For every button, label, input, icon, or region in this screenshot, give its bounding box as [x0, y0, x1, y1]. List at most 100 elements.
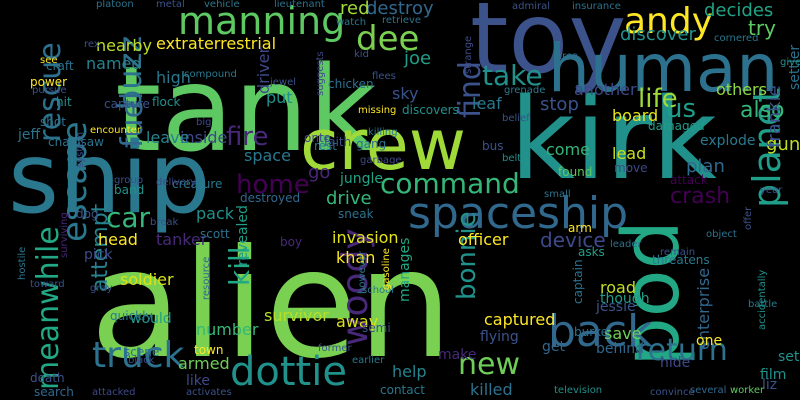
word-decides: decides	[704, 0, 774, 21]
word-battle: battle	[748, 299, 778, 310]
word-armed: armed	[178, 354, 230, 373]
word-human: human	[548, 30, 779, 107]
word-jeff: jeff	[18, 127, 41, 143]
word-search: search	[34, 385, 74, 399]
word-khan: khan	[336, 248, 376, 267]
word-inside: inside	[180, 128, 228, 147]
word-red: red	[340, 0, 370, 19]
word-manages: manages	[397, 237, 413, 302]
word-tank: tank	[115, 40, 377, 178]
word-boy: boy	[280, 235, 303, 249]
word-home: home	[236, 170, 310, 200]
word-toward: toward	[30, 279, 65, 290]
word-toy: toy	[470, 0, 627, 96]
word-leader: leader	[610, 239, 642, 250]
word-compound: compound	[184, 69, 237, 80]
word-school: school	[362, 285, 395, 296]
word-killed: killed	[470, 380, 513, 399]
word-help: help	[392, 362, 427, 381]
word-killing: killing	[368, 127, 398, 138]
word-vehicle: vehicle	[204, 0, 240, 10]
word-admiral: admiral	[512, 1, 551, 12]
word-invasion: invasion	[332, 228, 399, 247]
word-resource: resource	[201, 256, 212, 300]
word-flock: flock	[152, 95, 181, 109]
word-belt: belt	[502, 153, 522, 164]
word-sky: sky	[392, 84, 419, 103]
word-save: save	[604, 324, 642, 343]
word-contact: contact	[380, 383, 425, 397]
word-tanker: tanker	[156, 230, 208, 249]
word-threatens: threatens	[652, 253, 710, 267]
word-officer: officer	[458, 230, 509, 249]
word-break: break	[150, 217, 179, 228]
word-arm: arm	[568, 221, 592, 235]
word-nearby: nearby	[96, 36, 152, 55]
word-make: make	[438, 347, 477, 363]
word-leaf: leaf	[472, 94, 502, 113]
word-manning: manning	[178, 0, 346, 43]
word-dottie: dottie	[230, 349, 347, 395]
word-also: also	[740, 98, 785, 123]
word-discovers: discovers	[402, 103, 459, 117]
word-take: take	[482, 59, 543, 92]
word-lead: lead	[612, 144, 647, 163]
word-activates: activates	[186, 387, 232, 398]
word-found: found	[558, 165, 593, 179]
word-explode: explode	[700, 133, 756, 149]
word-pick: pick	[84, 247, 113, 263]
word-us: us	[666, 94, 697, 124]
word-former: former	[318, 343, 352, 354]
word-surviving: surviving	[59, 212, 70, 258]
word-jungle: jungle	[340, 171, 384, 187]
word-road: road	[600, 278, 636, 297]
word-life: life	[638, 84, 678, 114]
word-attack: attack	[670, 173, 708, 187]
word-new: new	[458, 347, 521, 382]
word-away: away	[336, 312, 379, 331]
word-spaceship: spaceship	[408, 188, 629, 239]
word-car: car	[106, 201, 151, 234]
word-strange: strange	[463, 35, 474, 74]
word-head: head	[98, 230, 138, 249]
word-earlier: earlier	[352, 355, 385, 366]
word-destroyed: destroyed	[240, 191, 301, 205]
word-bonnie: bonnie	[452, 211, 482, 300]
word-encounter: encounter	[90, 125, 141, 136]
word-destroy: destroy	[366, 0, 434, 19]
word-film: film	[760, 367, 787, 383]
word-leave: leave	[146, 128, 190, 147]
word-band: band	[114, 183, 145, 197]
word-shot: shot	[40, 115, 66, 129]
word-ship: ship	[8, 122, 211, 236]
word-belief: belief	[502, 113, 530, 124]
word-onto: onto	[304, 131, 331, 145]
word-go: go	[308, 162, 331, 183]
word-see: see	[40, 55, 58, 66]
word-damaged: damaged	[648, 119, 705, 133]
word-year: year	[760, 185, 783, 196]
word-device: device	[540, 228, 606, 252]
word-rex: rex	[84, 39, 100, 50]
word-high: high	[156, 68, 191, 87]
word-extraterrestrial: extraterrestrial	[156, 34, 277, 53]
word-hostile: hostile	[17, 246, 28, 280]
word-fire: fire	[226, 122, 269, 152]
word-though: though	[600, 291, 650, 307]
word-discover: discover	[620, 24, 696, 45]
word-convince: convince	[650, 387, 695, 398]
word-quickly: quickly	[110, 309, 153, 323]
word-behind: behind	[596, 341, 645, 357]
word-jewel: jewel	[270, 77, 297, 88]
word-television: television	[554, 385, 603, 396]
word-captain: captain	[571, 259, 585, 304]
word-another: another	[574, 80, 637, 99]
word-scott: scott	[200, 227, 230, 241]
word-get: get	[542, 339, 565, 355]
word-black: black	[128, 355, 155, 366]
word-remain: remain	[660, 247, 696, 258]
word-dog: dog	[76, 207, 99, 221]
word-several: several	[690, 385, 727, 396]
word-capture: capture	[104, 97, 150, 111]
word-try: try	[748, 16, 776, 40]
